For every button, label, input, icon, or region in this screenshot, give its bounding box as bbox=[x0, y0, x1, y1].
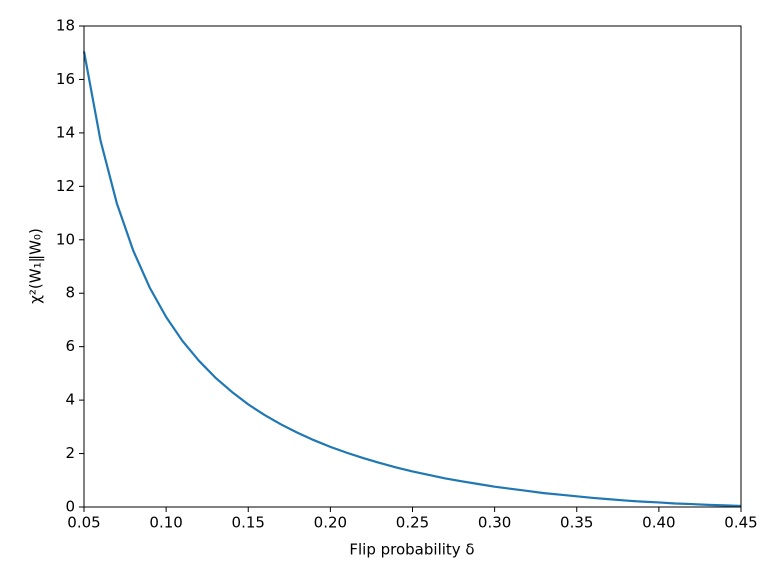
x-tick-label: 0.05 bbox=[67, 514, 100, 532]
x-tick-label: 0.10 bbox=[149, 514, 182, 532]
y-tick-label: 2 bbox=[65, 444, 75, 462]
y-tick-label: 10 bbox=[56, 230, 75, 248]
y-tick-label: 12 bbox=[56, 177, 75, 195]
x-tick-label: 0.20 bbox=[314, 514, 347, 532]
y-tick-label: 18 bbox=[56, 17, 75, 35]
y-tick-label: 4 bbox=[65, 391, 75, 409]
x-tick-label: 0.15 bbox=[232, 514, 265, 532]
x-tick-label: 0.40 bbox=[642, 514, 675, 532]
plot-frame bbox=[83, 25, 742, 508]
y-tick-label: 14 bbox=[56, 123, 75, 141]
y-tick-label: 6 bbox=[65, 337, 75, 355]
data-line bbox=[82, 51, 742, 508]
x-tick-label: 0.45 bbox=[724, 514, 757, 532]
x-axis-label: Flip probability δ bbox=[349, 541, 474, 559]
y-tick-label: 16 bbox=[56, 70, 75, 88]
x-tick-label: 0.25 bbox=[396, 514, 429, 532]
x-tick-label: 0.35 bbox=[560, 514, 593, 532]
y-axis-label: χ²(W₁‖W₀) bbox=[27, 228, 45, 304]
y-tick-label: 0 bbox=[65, 498, 75, 516]
x-tick-label: 0.30 bbox=[478, 514, 511, 532]
y-tick-label: 8 bbox=[65, 284, 75, 302]
